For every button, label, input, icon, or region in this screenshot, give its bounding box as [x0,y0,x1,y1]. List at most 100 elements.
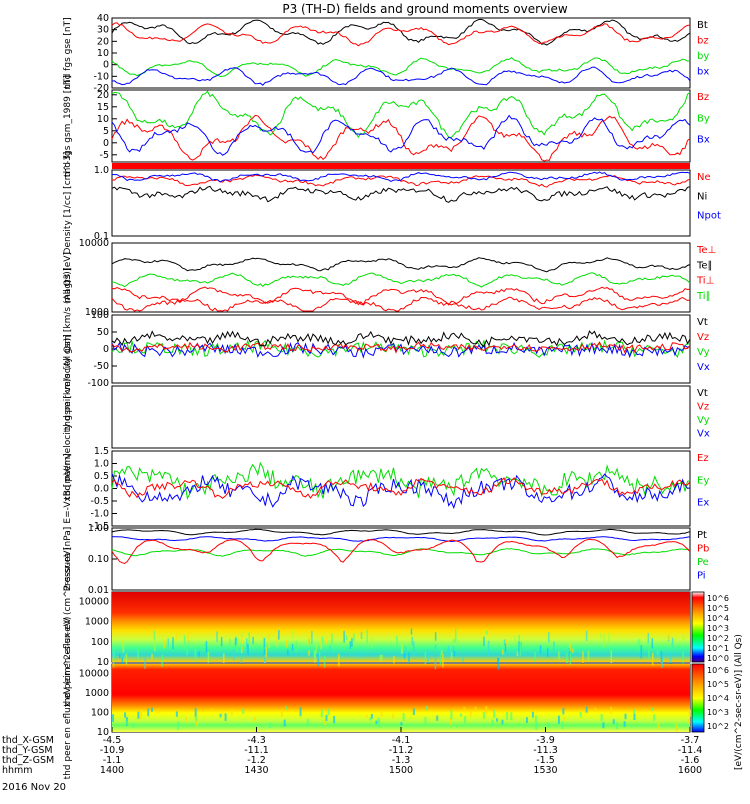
spectrogram-streak [223,653,225,663]
time-axis-value: -11.4 [678,745,703,756]
time-axis-value: -10.9 [100,745,125,756]
spectrogram-streak [558,651,560,660]
series-Pe [111,548,691,557]
spectrogram-streak [506,711,509,720]
spectrogram-streak [516,651,519,657]
spectrogram-streak [609,707,612,714]
spectrogram-streak [112,657,115,668]
spectrogram-streak [449,716,452,726]
y-tick-label: 0 [103,138,109,149]
time-axis-value: 1600 [678,765,702,776]
spectrogram-streak [402,713,405,722]
spectrogram-streak [491,719,494,726]
y-axis-label: thd fgs gsm_1989 [nT] [63,75,73,177]
y-tick-label: 10 [97,114,109,125]
spectrogram-streak [150,707,153,712]
spectrogram-streak [307,636,309,646]
time-axis-value: -11.3 [533,745,558,756]
spectrogram-streak [535,721,538,730]
legend-Bz: Bz [697,92,709,103]
spectrogram-streak [224,713,227,721]
y-tick-label: 1000 [85,688,109,699]
spectrogram-streak [396,636,398,648]
spectrogram-streak [411,636,413,646]
y-tick-label: 10 [97,48,109,59]
time-axis-value: -1.6 [681,755,700,766]
spectrogram-streak [205,641,208,653]
y-axis-label: Pressure [nPa] [63,527,73,592]
colorbar-tick: 10^2 [707,722,729,731]
legend-Vt: Vt [697,317,708,328]
y-tick-label: 15 [97,102,109,113]
y-axis-label: E=-VxB [mV/m] [63,453,73,523]
spectrogram-streak [231,708,234,715]
spectrogram-streak [308,646,311,655]
spectrogram-streak [651,707,654,712]
spectrogram-streak [496,718,499,722]
spectrogram-streak [413,641,415,656]
spectrogram-streak [185,716,188,723]
spectrogram-streak [317,653,320,667]
spectrogram-streak [351,637,353,647]
legend-Ez: Ez [697,453,709,464]
spectrogram-streak [404,646,407,654]
spectrogram-streak [153,638,156,652]
spectrogram-streak [295,640,297,653]
spectrogram-streak [263,657,266,663]
spectrogram-streak [682,651,684,664]
spectrogram-streak [648,645,650,659]
spectrogram-streak [520,642,522,653]
spectrogram-streak [268,722,271,729]
spectrogram-streak [349,641,352,650]
spectrogram-streak [323,655,326,668]
series-Vx [111,341,691,359]
spectrogram-streak [651,652,654,666]
spectrogram-streak [216,631,218,643]
spectrogram-streak [546,648,549,658]
spectrogram-streak [610,650,613,663]
spectrogram-streak [594,707,597,712]
spectrogram-streak [600,713,603,722]
spectrogram-streak [579,711,582,718]
spectrogram-streak [196,717,199,727]
spectrogram-streak [370,713,373,719]
y-tick-label: 10 [97,727,109,738]
spectrogram-streak [463,707,466,712]
spectrogram-streak [392,713,395,719]
spectrogram-streak [125,721,128,725]
spectrogram-streak [132,722,135,728]
spectrogram-streak [147,708,150,717]
spectrogram-streak [585,706,588,713]
spectrogram-streak [353,633,355,642]
y-axis-label: thd fgs gse [nT] [63,17,73,88]
spectrogram-streak [502,649,504,655]
ion-spectrogram [112,592,690,662]
legend-Vt: Vt [697,388,708,399]
panel-frame [111,169,691,237]
series-Vz [111,341,691,354]
legend-Vy: Vy [697,415,710,426]
spectrogram-streak [188,640,190,646]
spectrogram-streak [268,634,270,648]
spectrogram-streak [176,629,178,640]
time-axis-row-label: thd_X-GSM [2,735,54,746]
spectrogram-streak [436,715,439,721]
time-axis-value: 1400 [100,765,124,776]
spectrogram-streak [653,714,656,721]
legend-Ex: Ex [697,498,709,509]
spectrogram-streak [531,711,534,718]
legend-Pi: Pi [697,571,706,582]
y-tick-label: 30 [97,25,109,36]
series-Bt [111,18,691,46]
time-axis-value: -1.2 [247,755,266,766]
spectrogram-streak [356,651,359,659]
spectrogram-streak [434,656,437,670]
y-axis-label: thd peir en eflux eV (cm^2-s-sr-eV) [63,547,73,707]
colorbar-label: [eV/(cm^2-sec-sr-eV)] (All Qs) [734,634,744,770]
spectrogram-streak [245,638,248,652]
spectrogram-streak [514,636,516,645]
spectrogram-streak [587,650,590,661]
spectrogram-streak [486,630,488,635]
spectrogram-streak [320,638,322,650]
